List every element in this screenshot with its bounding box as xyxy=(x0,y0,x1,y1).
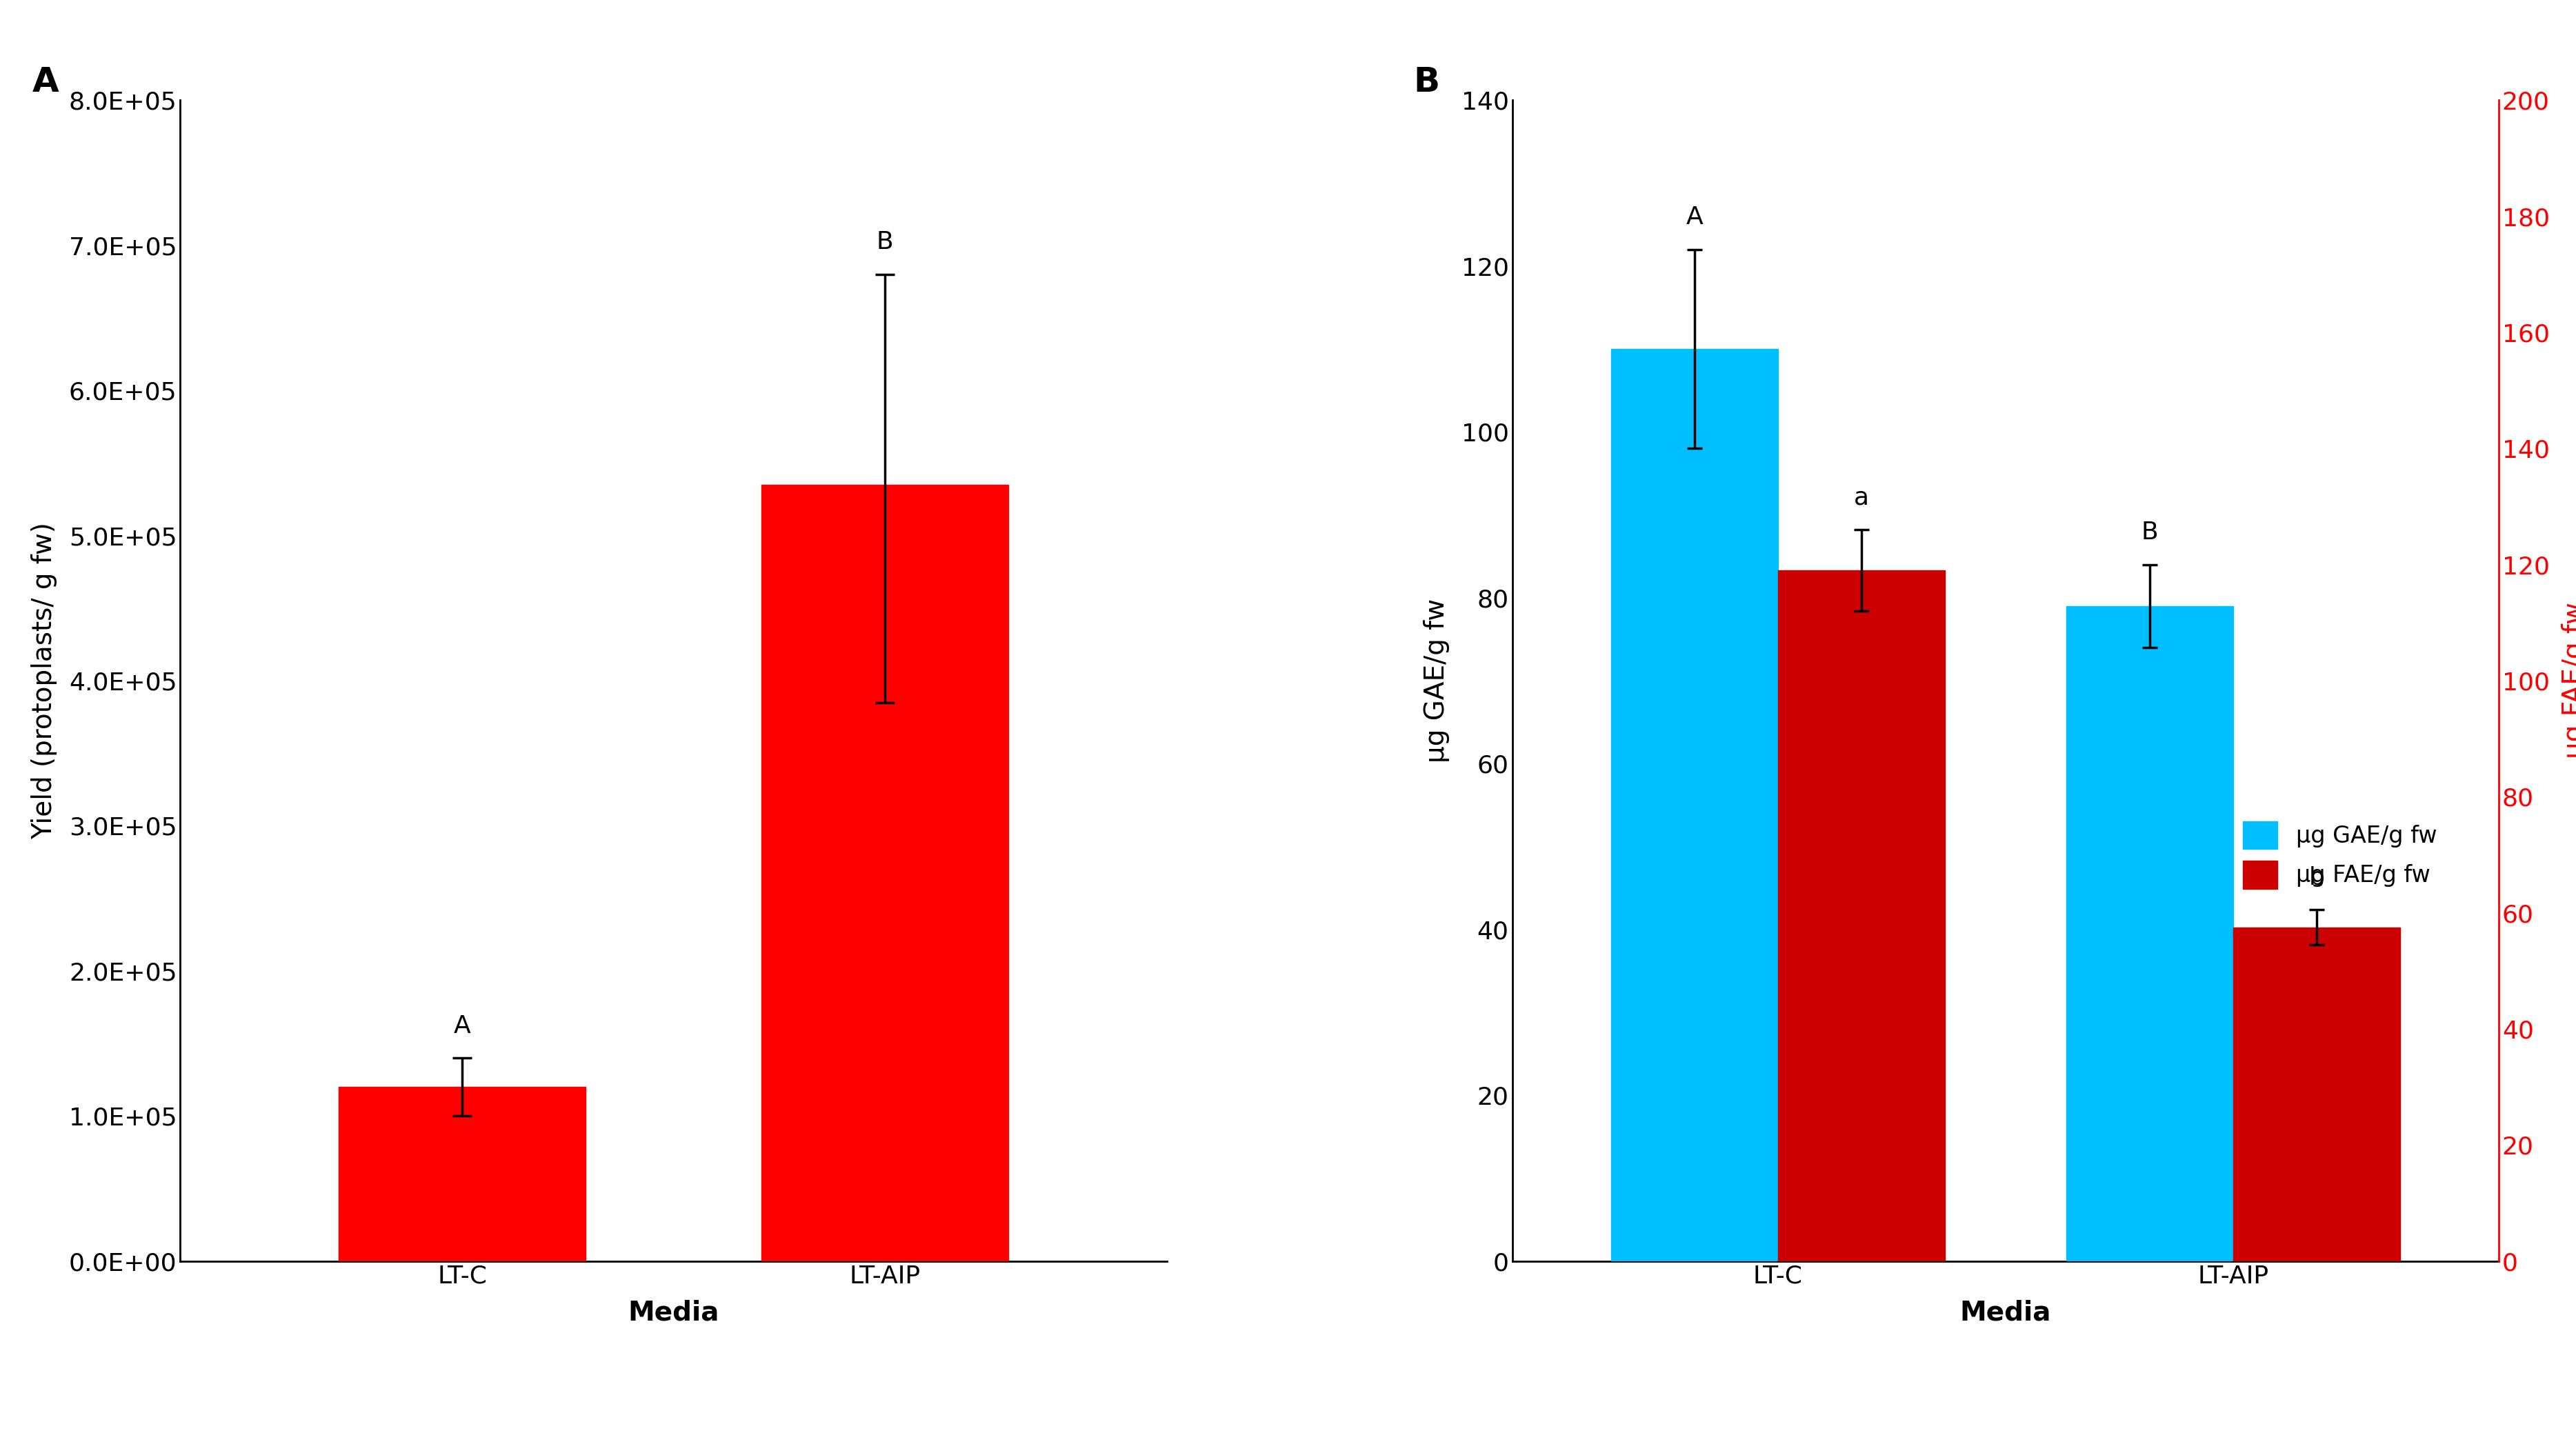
Text: B: B xyxy=(876,231,894,254)
Legend: µg GAE/g fw, µg FAE/g fw: µg GAE/g fw, µg FAE/g fw xyxy=(2233,813,2447,897)
Text: B: B xyxy=(2141,520,2159,545)
Bar xyxy=(1610,350,1777,1261)
Bar xyxy=(762,484,1007,1261)
Text: A: A xyxy=(33,66,59,99)
Bar xyxy=(340,1086,585,1261)
Bar xyxy=(2233,927,2401,1261)
Text: a: a xyxy=(1855,486,1868,509)
Bar xyxy=(1777,570,1945,1261)
Y-axis label: µg GAE/g fw: µg GAE/g fw xyxy=(1425,599,1450,762)
Bar xyxy=(2066,606,2233,1261)
Y-axis label: µg FAE/g fw: µg FAE/g fw xyxy=(2561,602,2576,759)
X-axis label: Media: Media xyxy=(1960,1300,2050,1326)
Text: b: b xyxy=(2308,866,2324,890)
Text: A: A xyxy=(1685,205,1703,229)
X-axis label: Media: Media xyxy=(629,1300,719,1326)
Y-axis label: Yield (protoplasts/ g fw): Yield (protoplasts/ g fw) xyxy=(31,522,57,840)
Text: A: A xyxy=(453,1015,471,1037)
Text: B: B xyxy=(1414,66,1440,99)
